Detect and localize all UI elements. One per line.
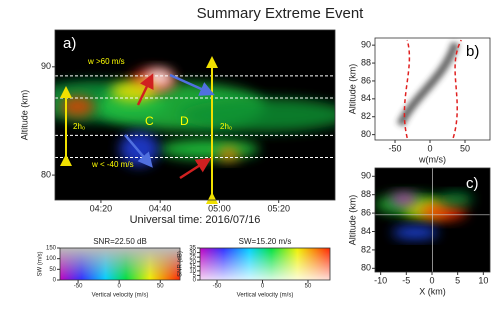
x-tick-label: 10 <box>478 275 488 285</box>
plot-frame <box>374 167 491 273</box>
y-axis-label: Altitude (km) <box>347 195 357 246</box>
y-tick-label: 80 <box>41 169 51 179</box>
x-axis-label: Vertical velocity (m/s) <box>92 293 149 299</box>
x-tick-label: 0 <box>118 284 122 290</box>
heatmap-blob <box>217 147 240 161</box>
heatmap-blob <box>389 192 418 206</box>
y-axis-label: SW (m/s) <box>38 252 44 277</box>
arrow <box>136 73 154 106</box>
x-tick-label: -10 <box>374 275 387 285</box>
heatmap-blob <box>392 226 439 239</box>
y-tick-label: 90 <box>41 61 51 71</box>
annotation: D <box>180 114 189 128</box>
annotation: 2h₀ <box>73 122 85 131</box>
y-axis-label: Altitude (km) <box>347 64 357 115</box>
x-tick-label: 5 <box>455 275 460 285</box>
y-tick-label: 25 <box>189 255 196 261</box>
x-tick-label: 50 <box>460 143 470 153</box>
x-tick-label: 05:00 <box>208 203 231 213</box>
arrow <box>169 73 215 96</box>
profile-band <box>396 41 460 127</box>
colorbar-fade <box>200 248 330 280</box>
annotation: 2h₀ <box>220 122 232 131</box>
plot-frame <box>374 37 491 141</box>
panel-label: b) <box>466 43 479 60</box>
plot-frame <box>199 247 331 281</box>
x-tick-label: -50 <box>74 284 83 290</box>
y-tick-label: 0 <box>193 278 197 284</box>
y-tick-label: 90 <box>361 171 371 181</box>
y-tick-label: 30 <box>189 250 196 256</box>
plot-background <box>375 38 490 140</box>
x-tick-label: -50 <box>389 143 402 153</box>
x-tick-label: -50 <box>213 284 222 290</box>
x-tick-label: -5 <box>402 275 410 285</box>
x-axis-label: w(m/s) <box>418 154 446 164</box>
y-tick-label: 0 <box>53 278 57 284</box>
x-tick-label: 0 <box>428 143 433 153</box>
colorbar-fade <box>60 248 180 280</box>
heatmap-blob <box>158 138 260 160</box>
annotation: w < -40 m/s <box>91 160 134 169</box>
y-tick-label: 88 <box>361 189 371 199</box>
y-tick-label: 5 <box>193 273 197 279</box>
annotation: C <box>145 114 154 128</box>
x-tick-label: 0 <box>429 275 434 285</box>
plot-frame <box>59 247 181 281</box>
x-tick-label: 04:40 <box>149 203 172 213</box>
y-tick-label: 84 <box>361 93 371 103</box>
arrow <box>179 157 212 180</box>
heatmap-blob <box>421 203 467 220</box>
y-tick-label: 86 <box>361 207 371 217</box>
y-tick-label: 50 <box>49 267 56 273</box>
y-tick-label: 90 <box>361 40 371 50</box>
y-tick-label: 84 <box>361 226 371 236</box>
y-tick-label: 82 <box>361 244 371 254</box>
colorbar-title: SW=15.20 m/s <box>239 237 292 246</box>
heatmap-blob <box>181 98 335 132</box>
plot-frame <box>54 29 336 201</box>
y-tick-label: 20 <box>189 259 196 265</box>
heatmap-blob <box>438 192 473 206</box>
y-tick-label: 100 <box>46 256 57 262</box>
colorbar-title: SNR=22.50 dB <box>93 237 147 246</box>
annotation: w >60 m/s <box>87 57 125 66</box>
x-tick-label: 50 <box>305 284 312 290</box>
figure-title: Summary Extreme Event <box>197 5 365 22</box>
x-tick-label: 0 <box>261 284 265 290</box>
x-axis-label: Vertical velocity (m/s) <box>237 293 294 299</box>
x-tick-label: 05:20 <box>267 203 290 213</box>
y-tick-label: 80 <box>361 263 371 273</box>
arrow <box>124 134 153 168</box>
y-tick-label: 150 <box>46 246 57 252</box>
y-tick-label: 82 <box>361 111 371 121</box>
y-axis-label: Altitude (km) <box>19 90 29 141</box>
panel-label: c) <box>466 175 479 192</box>
x-tick-label: 04:20 <box>90 203 113 213</box>
y-tick-label: 35 <box>189 246 196 252</box>
y-tick-label: 86 <box>361 75 371 85</box>
x-tick-label: 50 <box>157 284 164 290</box>
y-axis-label: SNR (dB) <box>178 251 184 277</box>
panel-label: a) <box>63 35 76 52</box>
y-tick-label: 88 <box>361 57 371 67</box>
y-tick-label: 10 <box>189 268 196 274</box>
y-tick-label: 15 <box>189 264 196 270</box>
x-axis-label: X (km) <box>419 286 446 296</box>
x-axis-label: Universal time: 2016/07/16 <box>130 214 261 226</box>
y-tick-label: 80 <box>361 129 371 139</box>
